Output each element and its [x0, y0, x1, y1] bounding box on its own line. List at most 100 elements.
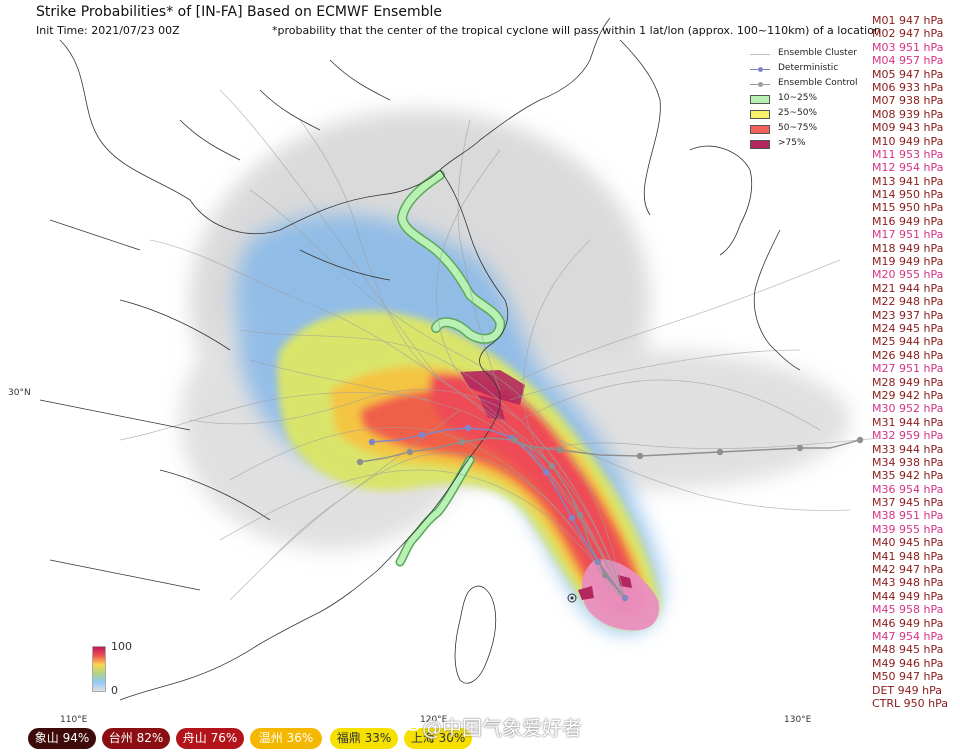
- member-pressure-entry: M19 949 hPa: [872, 255, 944, 269]
- member-pressure-entry: M43 948 hPa: [872, 576, 944, 590]
- city-probability-badge: 福鼎 33%: [330, 728, 398, 749]
- member-pressure-entry: M27 951 hPa: [872, 362, 944, 376]
- member-pressure-entry: DET 949 hPa: [872, 683, 942, 697]
- member-pressure-entry: M46 949 hPa: [872, 616, 944, 630]
- member-pressure-entry: M23 937 hPa: [872, 308, 944, 322]
- member-pressure-entry: M08 939 hPa: [872, 107, 944, 121]
- legend-label: Ensemble Cluster: [778, 48, 857, 58]
- member-pressure-entry: M02 947 hPa: [872, 27, 944, 41]
- control-track: [356, 436, 864, 599]
- city-probability-badge: 台州 82%: [102, 728, 170, 749]
- member-pressure-entry: M41 948 hPa: [872, 549, 944, 563]
- member-pressure-entry: M14 950 hPa: [872, 188, 944, 202]
- legend-item: 10~25%: [748, 92, 868, 107]
- legend-label: Ensemble Control: [778, 78, 858, 88]
- legend-symbol: [750, 50, 770, 59]
- member-pressure-entry: M30 952 hPa: [872, 402, 944, 416]
- low-probability-coastal-band: [395, 170, 505, 567]
- member-pressure-entry: M10 949 hPa: [872, 134, 944, 148]
- member-pressure-entry: M13 941 hPa: [872, 174, 944, 188]
- member-pressure-entry: M45 958 hPa: [872, 603, 944, 617]
- member-pressure-entry: M49 946 hPa: [872, 656, 944, 670]
- city-probability-badges: 象山 94% 台州 82% 舟山 76% 温州 36% 福鼎 33% 上海 30%: [28, 728, 488, 750]
- probability-footnote: *probability that the center of the trop…: [272, 24, 881, 37]
- legend-item: Deterministic: [748, 62, 868, 77]
- member-pressure-entry: M28 949 hPa: [872, 375, 944, 389]
- legend-symbol: [750, 140, 770, 149]
- figure-header: Strike Probabilities* of [IN-FA] Based o…: [0, 0, 881, 40]
- member-pressure-entry: M05 947 hPa: [872, 67, 944, 81]
- figure-title: Strike Probabilities* of [IN-FA] Based o…: [36, 4, 442, 20]
- member-pressure-entry: CTRL 950 hPa: [872, 696, 949, 710]
- member-pressure-entry: M18 949 hPa: [872, 241, 944, 255]
- member-pressure-entry: M31 944 hPa: [872, 415, 944, 429]
- member-pressure-entry: M33 944 hPa: [872, 442, 944, 456]
- legend-symbol: [750, 95, 770, 104]
- member-pressure-entry: M04 957 hPa: [872, 54, 944, 68]
- legend-label: Deterministic: [778, 63, 839, 73]
- legend-symbol: [750, 65, 770, 74]
- legend-label: >75%: [778, 138, 806, 148]
- city-probability-badge: 象山 94%: [28, 728, 96, 749]
- legend-symbol: [750, 110, 770, 119]
- city-probability-badge: 温州 36%: [250, 728, 322, 749]
- member-pressure-entry: M32 959 hPa: [872, 429, 944, 443]
- member-pressure-entry: M35 942 hPa: [872, 469, 944, 483]
- member-pressure-entry: M48 945 hPa: [872, 643, 944, 657]
- member-pressure-entry: M15 950 hPa: [872, 201, 944, 215]
- legend-label: 10~25%: [778, 93, 817, 103]
- longitude-label-130e: 130°E: [784, 715, 812, 725]
- member-pressure-entry: M40 945 hPa: [872, 536, 944, 550]
- coastline-outlines: [39, 17, 801, 701]
- member-pressure-entry: M42 947 hPa: [872, 563, 944, 577]
- member-pressure-entry: M07 938 hPa: [872, 94, 944, 108]
- init-time: Init Time: 2021/07/23 00Z: [36, 24, 180, 37]
- watermark: @中国气象爱好者: [422, 716, 582, 740]
- member-pressure-entry: M39 955 hPa: [872, 522, 944, 536]
- member-pressure-entry: M26 948 hPa: [872, 348, 944, 362]
- member-pressure-entry: M17 951 hPa: [872, 228, 944, 242]
- member-pressure-entry: M34 938 hPa: [872, 455, 944, 469]
- member-pressure-entry: M21 944 hPa: [872, 281, 944, 295]
- city-probability-badge: 上海 30%: [404, 728, 472, 749]
- member-pressure-entry: M24 945 hPa: [872, 321, 944, 335]
- deterministic-track: [368, 424, 629, 602]
- legend-item: Ensemble Cluster: [748, 47, 868, 62]
- legend-item: 50~75%: [748, 122, 868, 137]
- city-probability-badge: 舟山 76%: [176, 728, 244, 749]
- member-pressure-entry: M36 954 hPa: [872, 482, 944, 496]
- ensemble-member-list: M01 947 hPa M02 947 hPa M03 951 hPa M04 957…: [872, 14, 960, 710]
- cyclone-start-marker: [567, 593, 577, 603]
- probability-colorbar: [92, 646, 106, 692]
- legend-symbol: [750, 80, 770, 89]
- member-pressure-entry: M38 951 hPa: [872, 509, 944, 523]
- member-pressure-entry: M11 953 hPa: [872, 147, 944, 161]
- map-legend: Ensemble Cluster Deterministic Ensemble Co…: [748, 47, 868, 152]
- member-pressure-entry: M22 948 hPa: [872, 295, 944, 309]
- member-pressure-entry: M20 955 hPa: [872, 268, 944, 282]
- legend-item: Ensemble Control: [748, 77, 868, 92]
- legend-label: 25~50%: [778, 108, 817, 118]
- member-pressure-entry: M09 943 hPa: [872, 121, 944, 135]
- member-pressure-entry: M12 954 hPa: [872, 161, 944, 175]
- colorbar-max-label: 100: [111, 640, 132, 653]
- legend-label: 50~75%: [778, 123, 817, 133]
- colorbar-min-label: 0: [111, 684, 118, 697]
- member-pressure-entry: M25 944 hPa: [872, 335, 944, 349]
- member-pressure-entry: M50 947 hPa: [872, 670, 944, 684]
- legend-symbol: [750, 125, 770, 134]
- member-pressure-entry: M47 954 hPa: [872, 629, 944, 643]
- member-pressure-entry: M06 933 hPa: [872, 80, 944, 94]
- member-pressure-entry: M44 949 hPa: [872, 589, 944, 603]
- member-pressure-entry: M16 949 hPa: [872, 214, 944, 228]
- latitude-label-30n: 30°N: [8, 388, 31, 398]
- member-pressure-entry: M03 951 hPa: [872, 40, 944, 54]
- legend-item: >75%: [748, 137, 868, 152]
- longitude-label-120e: 120°E: [420, 715, 448, 725]
- member-pressure-entry: M29 942 hPa: [872, 388, 944, 402]
- member-pressure-entry: M37 945 hPa: [872, 496, 944, 510]
- weibo-logo-icon: [405, 719, 421, 731]
- member-pressure-entry: M01 947 hPa: [872, 14, 944, 27]
- legend-item: 25~50%: [748, 107, 868, 122]
